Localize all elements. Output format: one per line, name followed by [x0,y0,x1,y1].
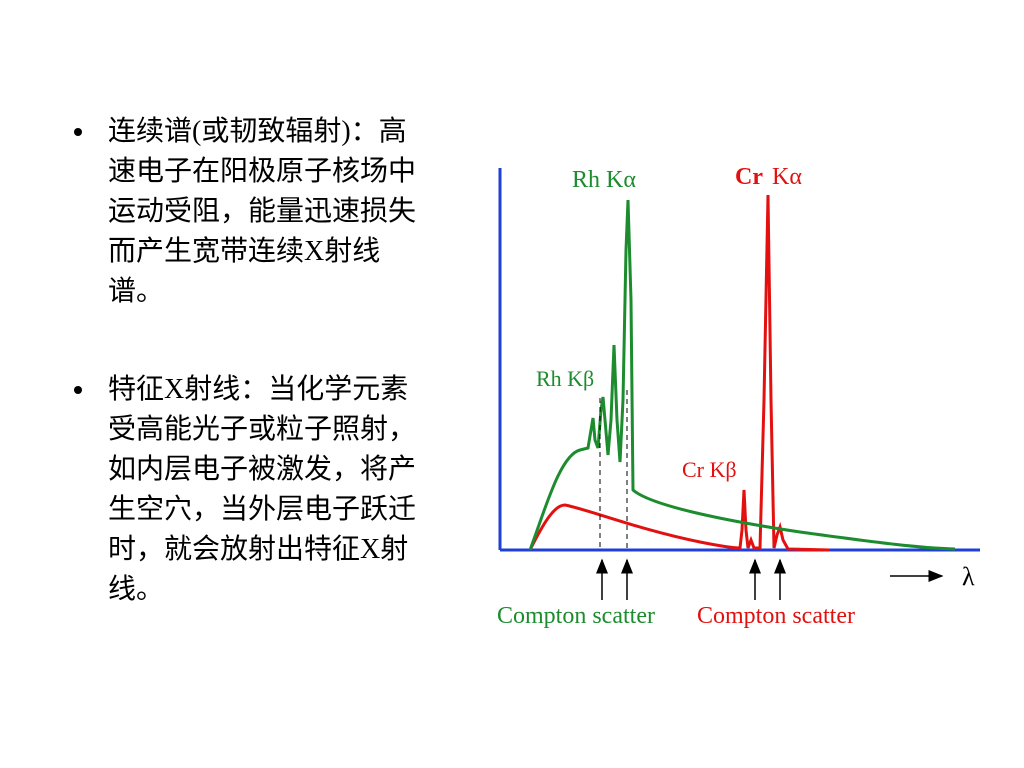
text-line: 运动受阻，能量迅速损失 [108,196,417,227]
label: Compton scatter [697,603,855,629]
text-line: 速电子在阳极原子核场中 [108,156,417,187]
label: Rh Kα [572,167,636,193]
bullet-dot [74,386,82,394]
label: Rh Kβ [536,366,594,391]
label: Cr [735,164,763,190]
text-line: 线。 [108,574,165,605]
text-line: 连续谱(或韧致辐射)：高 [108,116,407,147]
text-line: 谱。 [108,276,165,307]
text-line: 特征X射线：当化学元素 [108,374,409,405]
text-line: 而产生宽带连续X射线 [108,236,381,267]
text-line: 时，就会放射出特征X射 [108,534,409,565]
bullet-1: 连续谱(或韧致辐射)：高 速电子在阳极原子核场中 运动受阻，能量迅速损失 而产生… [74,112,498,312]
bullet-2: 特征X射线：当化学元素 受高能光子或粒子照射， 如内层电子被激发，将产 生空穴，… [74,370,498,610]
label: Kα [772,164,802,190]
cr-spectrum [528,194,831,552]
text-line: 生空穴，当外层电子跃迁 [108,494,417,525]
bullet-dot [74,128,82,136]
text-line: 受高能光子或粒子照射， [108,414,417,445]
label: Compton scatter [497,603,655,629]
label: λ [962,562,975,591]
label: Cr Kβ [682,457,737,482]
rh-spectrum [528,199,956,551]
text-line: 如内层电子被激发，将产 [108,454,417,485]
